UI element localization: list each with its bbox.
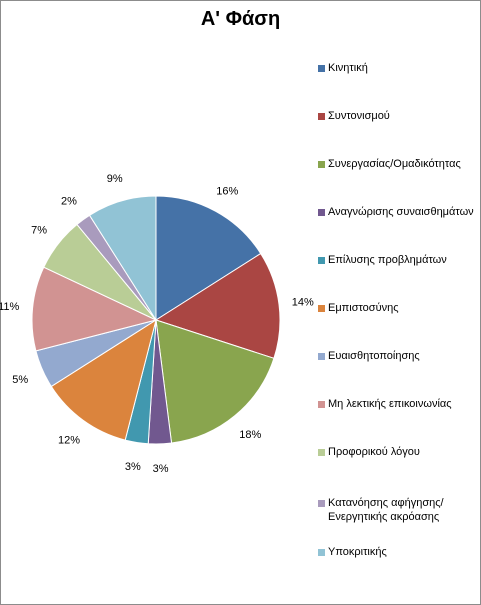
chart-title: Α' Φάση	[200, 8, 281, 30]
legend-item: Αναγνώρισης συναισθημάτων	[318, 205, 478, 219]
slice-data-label: 3%	[125, 461, 141, 473]
pie-slice-0	[155, 195, 262, 321]
legend-swatch	[318, 449, 325, 456]
slice-data-label: 2%	[61, 195, 77, 207]
pie-slice-1	[154, 252, 281, 359]
legend-item: Μη λεκτικής επικοινωνίας	[318, 397, 478, 411]
legend-item: Κινητική	[318, 61, 478, 75]
legend-item: Υποκριτικής	[318, 545, 478, 559]
legend-swatch	[318, 113, 325, 120]
legend-item: Επίλυσης προβλημάτων	[318, 253, 478, 267]
slice-data-label: 9%	[107, 173, 123, 185]
legend-swatch	[318, 161, 325, 168]
legend-swatch	[318, 401, 325, 408]
legend-label: Υποκριτικής	[328, 546, 387, 558]
legend-swatch	[318, 209, 325, 216]
legend-swatch	[318, 65, 325, 72]
slice-data-label: 7%	[31, 224, 47, 236]
slice-data-label: 16%	[216, 185, 238, 197]
legend-item: Προφορικού λόγου	[318, 445, 478, 459]
legend-item: Ευαισθητοποίησης	[318, 349, 478, 363]
legend-label: Εμπιστοσύνης	[328, 302, 399, 314]
pie-slice-10	[88, 195, 157, 322]
legend-label: Ευαισθητοποίησης	[328, 350, 420, 362]
legend-item: Συντονισμού	[318, 109, 478, 123]
legend-label: Κατανόησης αφήγησης/Ενεργητικής ακρόασης	[328, 497, 444, 523]
legend-label: Συντονισμού	[328, 110, 390, 122]
slice-data-label: 11%	[0, 301, 20, 313]
pie-slice-2	[155, 319, 275, 444]
legend-label: Κινητική	[328, 62, 368, 74]
slice-data-label: 18%	[239, 429, 261, 441]
slice-data-label: 5%	[12, 374, 28, 386]
slice-data-label: 14%	[292, 297, 314, 309]
slice-data-label: 3%	[153, 463, 169, 475]
legend-label: Προφορικού λόγου	[328, 446, 420, 458]
legend-label: Αναγνώρισης συναισθημάτων	[328, 206, 474, 218]
legend-label: Συνεργασίας/Ομαδικότητας	[328, 158, 461, 170]
legend-item: Συνεργασίας/Ομαδικότητας	[318, 157, 478, 171]
legend-swatch	[318, 549, 325, 556]
legend-item: Κατανόησης αφήγησης/Ενεργητικής ακρόασης	[318, 496, 478, 524]
pie-slice-5	[50, 318, 157, 441]
legend-label: Μη λεκτικής επικοινωνίας	[328, 398, 452, 410]
legend-swatch	[318, 305, 325, 312]
legend-swatch	[318, 500, 325, 507]
slice-data-label: 12%	[58, 435, 80, 447]
legend-swatch	[318, 257, 325, 264]
legend-label: Επίλυσης προβλημάτων	[328, 254, 447, 266]
legend-item: Εμπιστοσύνης	[318, 301, 478, 315]
pie-slice-7	[31, 266, 158, 352]
legend-swatch	[318, 353, 325, 360]
